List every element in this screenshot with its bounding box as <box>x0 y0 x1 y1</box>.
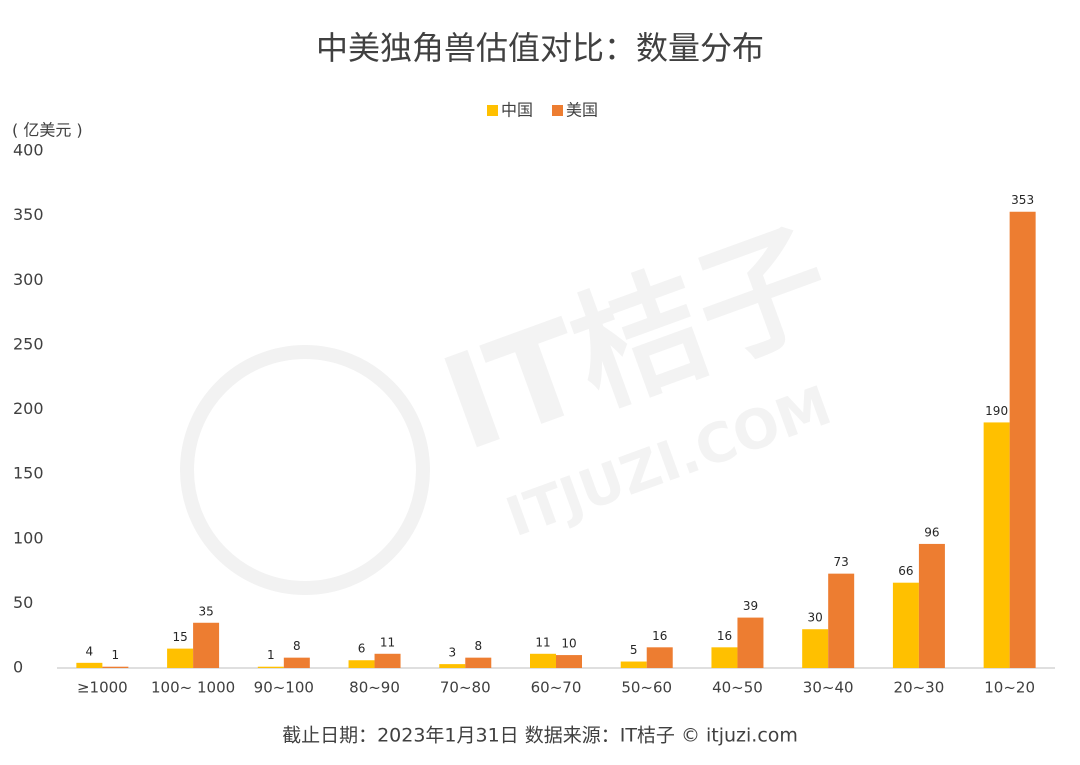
x-tick-label: 50~60 <box>621 679 672 697</box>
bar <box>167 648 194 668</box>
value-label: 4 <box>86 644 94 658</box>
y-tick-label: 400 <box>13 141 44 160</box>
bar <box>828 573 855 668</box>
bar <box>620 661 647 668</box>
y-tick-label: 100 <box>13 528 44 547</box>
value-label: 15 <box>172 630 187 644</box>
x-tick-label: 20~30 <box>894 679 945 697</box>
value-label: 10 <box>561 637 576 651</box>
x-tick-label: 80~90 <box>349 679 400 697</box>
value-label: 6 <box>358 642 366 656</box>
y-tick-label: 50 <box>13 593 33 612</box>
y-tick-label: 350 <box>13 205 44 224</box>
chart-title: 中美独角兽估值对比：数量分布 <box>316 29 764 67</box>
x-tick-label: ≥1000 <box>77 679 128 697</box>
bar <box>465 657 492 668</box>
legend-label: 美国 <box>566 101 598 120</box>
bar <box>646 647 673 668</box>
x-tick-label: 10~20 <box>984 679 1035 697</box>
y-tick-label: 200 <box>13 399 44 418</box>
legend-swatch <box>552 105 563 116</box>
x-tick-label: 90~100 <box>254 679 314 697</box>
value-label: 8 <box>293 639 301 653</box>
bar <box>737 617 764 668</box>
bar <box>983 422 1010 668</box>
bar <box>283 657 310 668</box>
legend-swatch <box>487 105 498 116</box>
watermark-logo <box>180 345 430 595</box>
bar <box>892 582 919 668</box>
bar <box>102 666 129 668</box>
value-label: 353 <box>1011 193 1034 207</box>
footer: 截止日期：2023年1月31日 数据来源：IT桔子 © itjuzi.com <box>282 725 798 747</box>
x-tick-label: 60~70 <box>531 679 582 697</box>
value-label: 96 <box>924 525 939 539</box>
bar <box>257 666 284 668</box>
value-label: 1 <box>112 648 120 662</box>
value-label: 16 <box>652 629 667 643</box>
bar <box>76 662 103 668</box>
x-tick-label: 70~80 <box>440 679 491 697</box>
bar <box>374 653 401 668</box>
legend-label: 中国 <box>501 101 533 120</box>
y-tick-label: 150 <box>13 464 44 483</box>
value-label: 3 <box>448 646 456 660</box>
bar <box>802 629 829 668</box>
value-label: 16 <box>717 629 732 643</box>
value-label: 39 <box>743 599 758 613</box>
y-axis-label: ( 亿美元 ) <box>12 121 83 140</box>
value-label: 73 <box>834 555 849 569</box>
value-label: 30 <box>808 611 823 625</box>
bar <box>530 653 556 668</box>
value-label: 66 <box>898 564 913 578</box>
bar <box>918 543 945 668</box>
value-label: 5 <box>630 643 638 657</box>
x-tick-label: 100~ 1000 <box>151 679 235 697</box>
bar <box>1009 211 1036 668</box>
x-tick-label: 40~50 <box>712 679 763 697</box>
value-label: 35 <box>198 604 213 618</box>
x-tick-label: 30~40 <box>803 679 854 697</box>
y-tick-label: 250 <box>13 334 44 353</box>
bar <box>193 622 220 668</box>
bar <box>556 655 582 668</box>
value-label: 1 <box>267 648 275 662</box>
y-tick-label: 300 <box>13 270 44 289</box>
value-label: 8 <box>474 639 482 653</box>
y-tick-label: 0 <box>13 658 23 677</box>
bar <box>711 647 738 668</box>
value-label: 11 <box>535 635 550 649</box>
value-label: 11 <box>380 635 395 649</box>
bar <box>348 660 375 668</box>
value-label: 190 <box>985 404 1008 418</box>
bar <box>439 664 466 668</box>
